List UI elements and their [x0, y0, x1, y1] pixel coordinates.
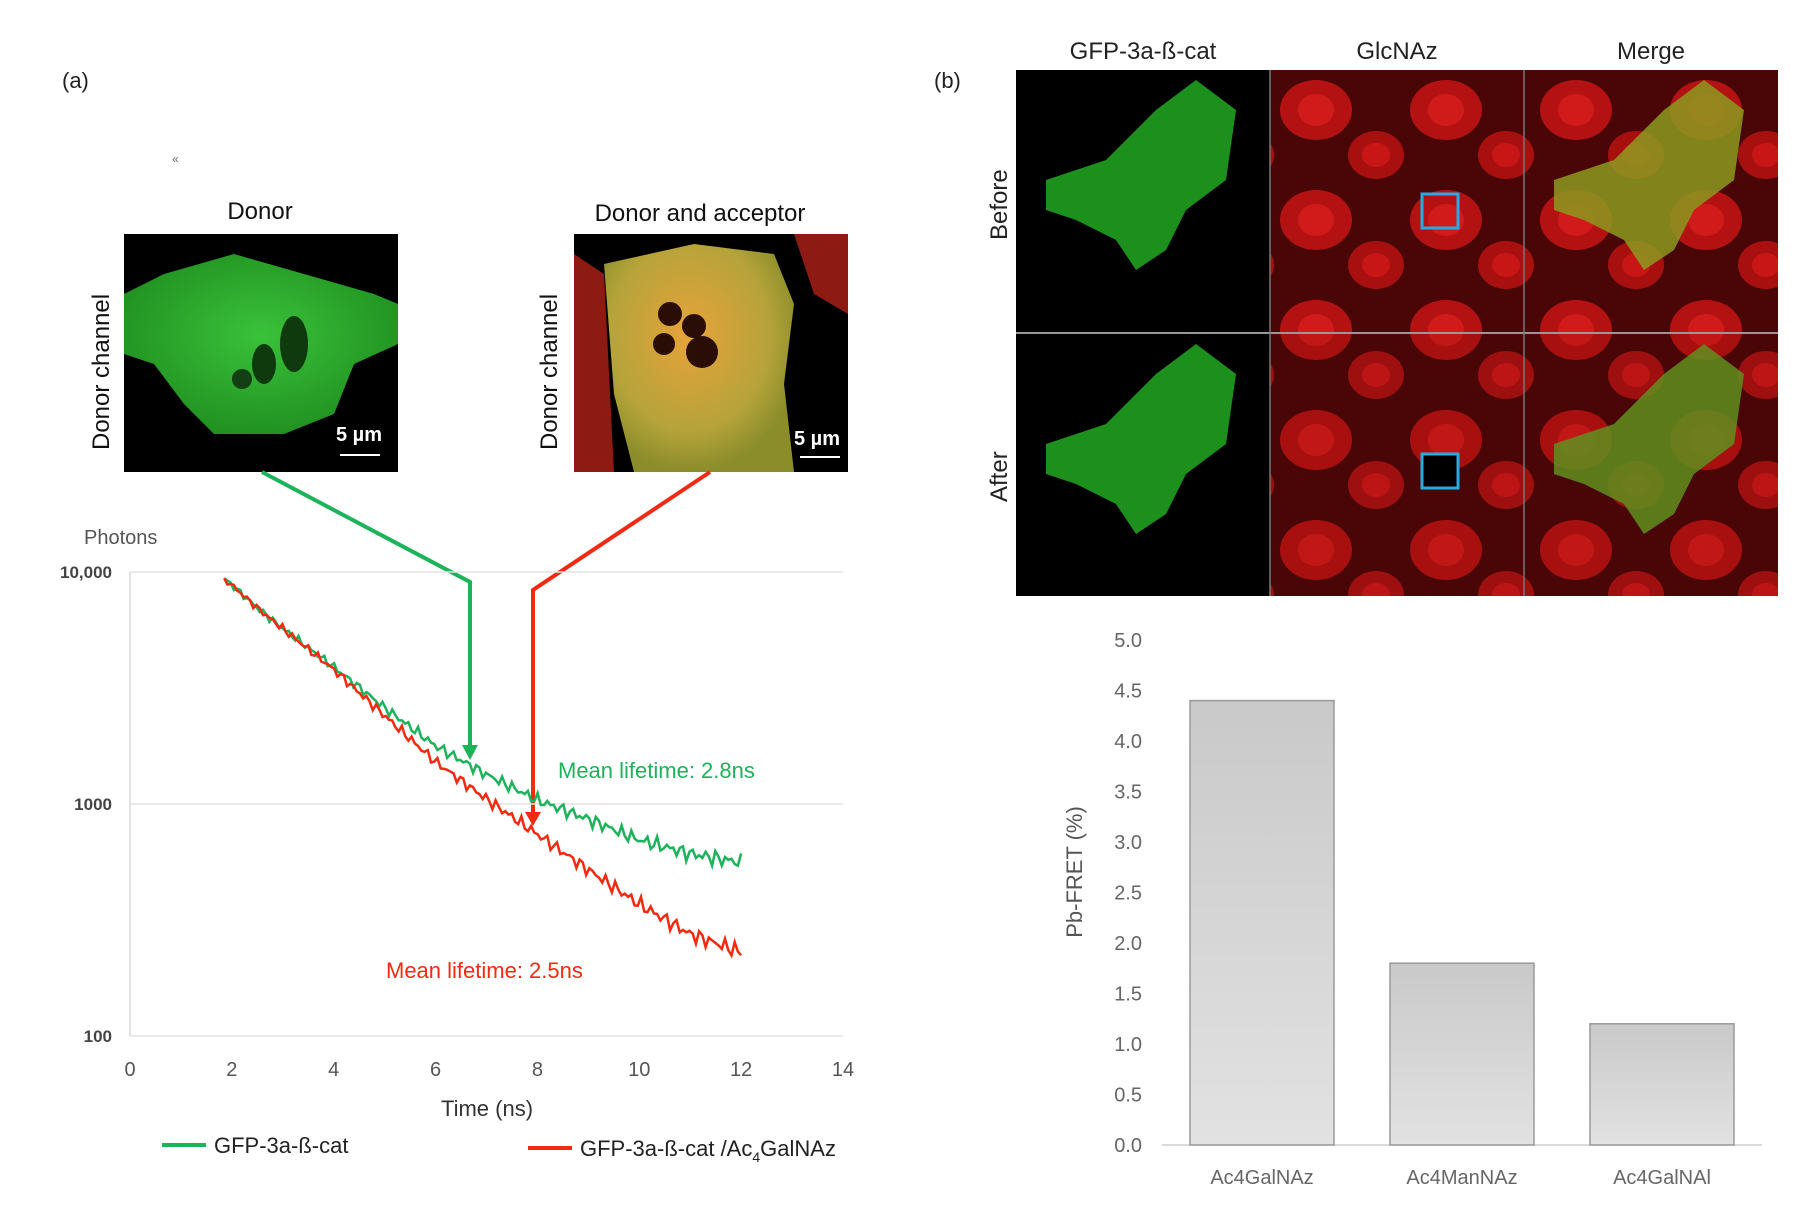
- scale-label-2: 5 µm: [794, 428, 840, 450]
- panel-b-label: (b): [934, 68, 961, 93]
- col-title-gfp: GFP-3a-ß-cat: [1069, 38, 1217, 65]
- decay-xlabel: Time (ns): [441, 1096, 533, 1121]
- fret-category-label: Ac4ManNAz: [1406, 1167, 1517, 1189]
- stray-mark: «: [172, 152, 179, 166]
- decay-lines: [223, 577, 743, 959]
- fret-y-tick-label: 2.0: [1114, 933, 1142, 955]
- decay-y-tick-label: 10,000: [60, 563, 112, 582]
- fret-bar: [1189, 699, 1335, 1146]
- after-glcnaz-image: [1270, 334, 1524, 596]
- fret-y-tick-label: 2.5: [1114, 883, 1142, 905]
- fret-y-tick-label: 5.0: [1114, 630, 1142, 652]
- decay-x-tick-label: 10: [628, 1059, 650, 1081]
- col-title-glcnaz: GlcNAz: [1356, 38, 1438, 65]
- fret-ylabel: Pb-FRET (%): [1062, 806, 1087, 938]
- red-annotation: Mean lifetime: 2.5ns: [386, 958, 583, 983]
- decay-x-tick-label: 0: [124, 1059, 135, 1081]
- fret-y-tick-label: 4.5: [1114, 681, 1142, 703]
- fret-y-tick-label: 0.0: [1114, 1135, 1142, 1157]
- green-annotation: Mean lifetime: 2.8ns: [558, 758, 755, 783]
- after-roi-box: [1420, 452, 1460, 490]
- donor-title: Donor: [227, 198, 293, 225]
- fret-bar: [1389, 962, 1535, 1146]
- red-connector-arrow: [531, 470, 712, 818]
- fret-category-label: Ac4GalNAl: [1613, 1167, 1711, 1189]
- decay-x-tick-label: 14: [832, 1059, 854, 1081]
- decay-ylabel: Photons: [84, 527, 157, 549]
- decay-grid: [129, 571, 843, 1037]
- decay-x-tick-label: 6: [430, 1059, 441, 1081]
- decay-y-ticks: 10,000 1000 100: [60, 563, 112, 1046]
- col-title-merge: Merge: [1616, 38, 1686, 65]
- donor-micrograph: 5 µm: [124, 234, 398, 472]
- fret-y-tick-label: 0.5: [1114, 1085, 1142, 1107]
- red-arrowhead: [525, 812, 541, 826]
- before-roi-box: [1420, 192, 1460, 230]
- legend-green-label: GFP-3a-ß-cat: [214, 1133, 348, 1158]
- donor-acceptor-micrograph: 5 µm: [574, 234, 848, 472]
- image-grid: [1016, 70, 1778, 596]
- scale-bar-2: [800, 456, 840, 458]
- donor-acceptor-title: Donor and acceptor: [594, 200, 806, 227]
- decay-x-tick-label: 2: [226, 1059, 237, 1081]
- decay-y-tick-label: 100: [84, 1027, 112, 1046]
- fret-y-tick-label: 1.0: [1114, 1034, 1142, 1056]
- green-arrowhead: [462, 745, 478, 760]
- fret-y-tick-label: 1.5: [1114, 984, 1142, 1006]
- decay-series-line: [223, 577, 743, 959]
- before-gfp-cells: [1046, 80, 1236, 270]
- decay-x-tick-label: 4: [328, 1059, 339, 1081]
- decay-x-ticks: 0 2 4 6 8 10 12 14: [124, 1059, 854, 1081]
- donor-acceptor-cell-image: [574, 234, 848, 472]
- fret-y-tick-label: 3.0: [1114, 832, 1142, 854]
- decay-x-tick-label: 12: [730, 1059, 752, 1081]
- panel-a-label: (a): [62, 68, 89, 93]
- fret-bar: [1589, 1023, 1735, 1146]
- decay-y-tick-label: 1000: [74, 795, 112, 814]
- before-glcnaz-image: [1270, 70, 1524, 332]
- fret-bars: [1189, 699, 1735, 1146]
- green-connector-arrow: [261, 470, 472, 752]
- after-merge-cells: [1554, 344, 1744, 534]
- fret-category-label: Ac4GalNAz: [1210, 1167, 1313, 1189]
- fret-y-tick-label: 4.0: [1114, 731, 1142, 753]
- fret-categories: Ac4GalNAz Ac4ManNAz Ac4GalNAl: [1210, 1167, 1711, 1189]
- fret-y-tick-label: 3.5: [1114, 782, 1142, 804]
- donor-cell-image: [124, 254, 398, 434]
- before-merge-cells: [1554, 80, 1744, 270]
- after-gfp-cells: [1046, 344, 1236, 534]
- legend-red-label: GFP-3a-ß-cat /Ac4GalNAz: [580, 1136, 836, 1165]
- fret-y-ticks: 0.0 0.5 1.0 1.5 2.0 2.5 3.0 3.5 4.0 4.5 5.0: [1114, 630, 1142, 1157]
- scale-bar: [340, 454, 380, 456]
- decay-x-tick-label: 8: [532, 1059, 543, 1081]
- scale-label: 5 µm: [336, 424, 382, 446]
